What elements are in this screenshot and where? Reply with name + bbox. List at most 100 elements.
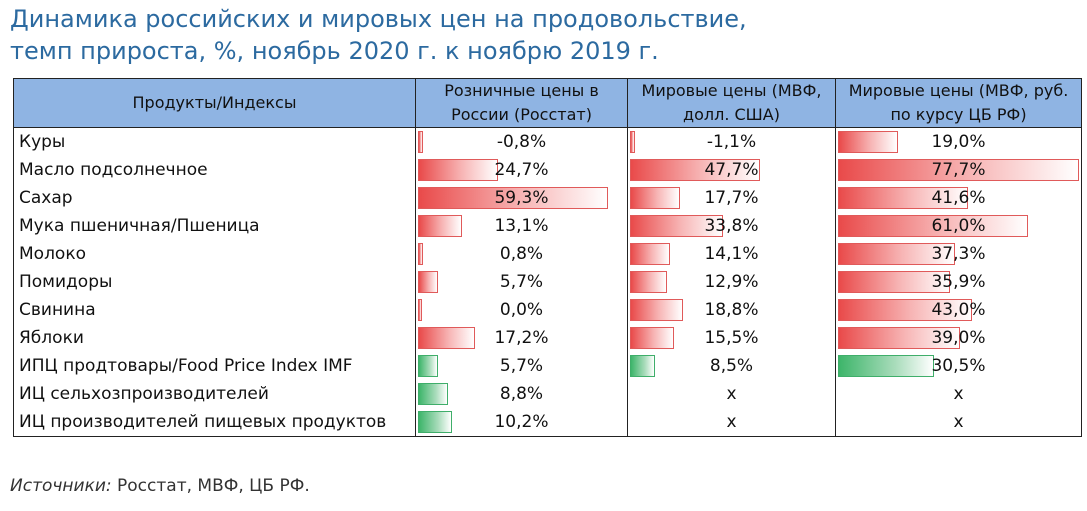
price-table: Продукты/Индексы Розничные цены в России… <box>13 78 1082 437</box>
row-label: Молоко <box>13 240 416 268</box>
data-bar <box>630 327 674 349</box>
data-bar <box>418 411 452 433</box>
data-label: 59,3% <box>494 188 549 208</box>
data-bar <box>418 159 498 181</box>
header-row: Продукты/Индексы Розничные цены в России… <box>13 78 1082 128</box>
data-bar <box>418 271 438 293</box>
cell-world-rub: 39,0% <box>835 324 1082 352</box>
cell-retail-russia: 0,0% <box>415 296 628 324</box>
cell-world-rub: 37,3% <box>835 240 1082 268</box>
data-label: x <box>726 412 737 432</box>
data-label: 8,5% <box>709 356 754 376</box>
chart-title-line2: темп прироста, %, ноябрь 2020 г. к ноябр… <box>10 37 659 65</box>
cell-retail-russia: 59,3% <box>415 184 628 212</box>
data-label: 13,1% <box>494 216 549 236</box>
data-bar <box>418 299 422 321</box>
cell-world-rub: x <box>835 380 1082 408</box>
table-row: Свинина 0,0% 18,8% 43,0% <box>13 296 1082 324</box>
data-bar <box>418 355 438 377</box>
data-bar <box>630 131 635 153</box>
cell-retail-russia: 13,1% <box>415 212 628 240</box>
data-label: 8,8% <box>499 384 544 404</box>
data-label: 35,9% <box>931 272 986 292</box>
table-row: Сахар 59,3% 17,7% 41,6% <box>13 184 1082 212</box>
table-row: Мука пшеничная/Пшеница 13,1% 33,8% 61,0% <box>13 212 1082 240</box>
data-bar <box>838 299 972 321</box>
table-row: Помидоры 5,7% 12,9% 35,9% <box>13 268 1082 296</box>
table-row: Масло подсолнечное 24,7% 47,7% 77,7% <box>13 156 1082 184</box>
data-label: 47,7% <box>704 160 759 180</box>
row-label: Яблоки <box>13 324 416 352</box>
source-label: Источники: <box>10 476 112 496</box>
cell-world-usd: 8,5% <box>627 352 836 380</box>
cell-world-rub: 30,5% <box>835 352 1082 380</box>
data-bar <box>630 355 655 377</box>
data-label: 41,6% <box>931 188 986 208</box>
data-bar <box>838 159 1079 181</box>
data-label: 43,0% <box>931 300 986 320</box>
data-bar <box>418 383 448 405</box>
row-label: Куры <box>13 127 416 156</box>
cell-retail-russia: 5,7% <box>415 268 628 296</box>
data-bar <box>418 327 475 349</box>
data-bar <box>838 131 898 153</box>
table-row: Молоко 0,8% 14,1% 37,3% <box>13 240 1082 268</box>
data-bar <box>630 215 723 237</box>
data-bar <box>418 243 423 265</box>
data-label: 33,8% <box>704 216 759 236</box>
data-bar <box>838 271 950 293</box>
data-bar <box>630 159 760 181</box>
data-bar <box>418 187 608 209</box>
row-label: Мука пшеничная/Пшеница <box>13 212 416 240</box>
chart-title-line1: Динамика российских и мировых цен на про… <box>10 5 747 33</box>
data-label: 5,7% <box>499 356 544 376</box>
row-label: ИЦ сельхозпроизводителей <box>13 380 416 408</box>
cell-world-usd: 14,1% <box>627 240 836 268</box>
data-label: x <box>953 384 964 404</box>
row-label: ИЦ производителей пищевых продуктов <box>13 408 416 437</box>
data-bar <box>630 187 680 209</box>
column-header-retail-russia: Розничные цены в России (Росстат) <box>415 78 628 128</box>
table-row: Куры -0,8% -1,1% 19,0% <box>13 127 1082 156</box>
source-text: Росстат, МВФ, ЦБ РФ. <box>111 476 310 496</box>
row-label: ИПЦ продтовары/Food Price Index IMF <box>13 352 416 380</box>
cell-world-usd: -1,1% <box>627 127 836 156</box>
data-label: 17,7% <box>704 188 759 208</box>
cell-retail-russia: 17,2% <box>415 324 628 352</box>
cell-world-rub: 77,7% <box>835 156 1082 184</box>
data-bar <box>418 131 423 153</box>
cell-retail-russia: 0,8% <box>415 240 628 268</box>
cell-world-usd: x <box>627 408 836 437</box>
data-label: 15,5% <box>704 328 759 348</box>
cell-world-rub: 19,0% <box>835 127 1082 156</box>
data-label: 17,2% <box>494 328 549 348</box>
data-bar <box>630 271 667 293</box>
data-label: 0,0% <box>499 300 544 320</box>
cell-world-rub: 61,0% <box>835 212 1082 240</box>
data-label: 10,2% <box>494 412 549 432</box>
row-label: Свинина <box>13 296 416 324</box>
data-label: 12,9% <box>704 272 759 292</box>
data-label: 5,7% <box>499 272 544 292</box>
cell-world-usd: 17,7% <box>627 184 836 212</box>
data-label: 14,1% <box>704 244 759 264</box>
data-bar <box>630 243 670 265</box>
row-label: Помидоры <box>13 268 416 296</box>
cell-world-rub: 43,0% <box>835 296 1082 324</box>
cell-world-rub: 41,6% <box>835 184 1082 212</box>
table-row: ИЦ сельхозпроизводителей 8,8% x x <box>13 380 1082 408</box>
data-bar <box>838 243 955 265</box>
cell-world-usd: 47,7% <box>627 156 836 184</box>
data-label: x <box>726 384 737 404</box>
data-label: 30,5% <box>931 356 986 376</box>
data-label: 37,3% <box>931 244 986 264</box>
data-label: 39,0% <box>931 328 986 348</box>
cell-retail-russia: 24,7% <box>415 156 628 184</box>
data-bar <box>630 299 683 321</box>
table-row: ИЦ производителей пищевых продуктов 10,2%… <box>13 408 1082 437</box>
column-header-world-rub: Мировые цены (МВФ, руб. по курсу ЦБ РФ) <box>835 78 1082 128</box>
data-label: 0,8% <box>499 244 544 264</box>
table-row: Яблоки 17,2% 15,5% 39,0% <box>13 324 1082 352</box>
source-note: Источники: Росстат, МВФ, ЦБ РФ. <box>10 476 310 496</box>
row-label: Масло подсолнечное <box>13 156 416 184</box>
